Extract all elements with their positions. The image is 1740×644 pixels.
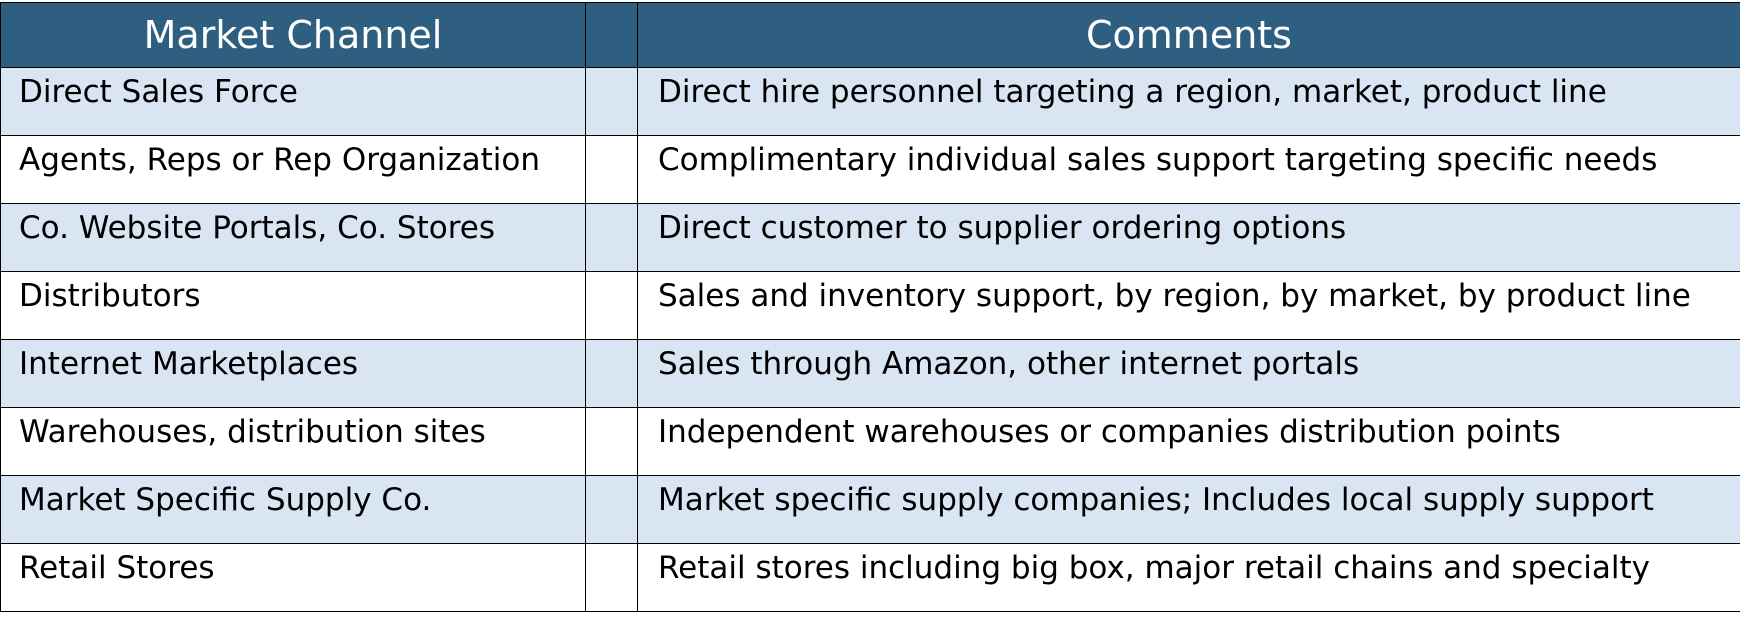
spacer-cell [586,204,638,272]
channel-cell: Agents, Reps or Rep Organization [1,136,586,204]
spacer-cell [586,136,638,204]
header-cell: Market Channel [1,3,586,68]
comment-cell: Direct customer to supplier ordering opt… [638,204,1740,272]
comment-cell: Market specific supply companies; Includ… [638,476,1740,544]
spacer-cell [586,272,638,340]
market-channel-table: Market Channel Comments Direct Sales For… [0,2,1740,612]
spacer-cell [586,476,638,544]
spacer-cell [586,544,638,612]
channel-cell: Co. Website Portals, Co. Stores [1,204,586,272]
channel-cell: Market Specific Supply Co. [1,476,586,544]
channel-cell: Retail Stores [1,544,586,612]
comment-cell: Sales through Amazon, other internet por… [638,340,1740,408]
table-body: Direct Sales Force Direct hire personnel … [1,68,1740,612]
table-row: Market Specific Supply Co. Market specifi… [1,476,1740,544]
spacer-cell [586,340,638,408]
channel-cell: Distributors [1,272,586,340]
table-row: Co. Website Portals, Co. Stores Direct cu… [1,204,1740,272]
channel-cell: Warehouses, distribution sites [1,408,586,476]
header-cell: Comments [638,3,1740,68]
comment-cell: Sales and inventory support, by region, … [638,272,1740,340]
comment-cell: Complimentary individual sales support t… [638,136,1740,204]
comment-cell: Direct hire personnel targeting a region… [638,68,1740,136]
table-row: Retail Stores Retail stores including big… [1,544,1740,612]
comment-cell: Retail stores including big box, major r… [638,544,1740,612]
table-header: Market Channel Comments [1,3,1740,68]
header-row: Market Channel Comments [1,3,1740,68]
table-row: Distributors Sales and inventory support,… [1,272,1740,340]
table-row: Internet Marketplaces Sales through Amazo… [1,340,1740,408]
table-row: Agents, Reps or Rep Organization Complime… [1,136,1740,204]
table-row: Direct Sales Force Direct hire personnel … [1,68,1740,136]
channel-cell: Direct Sales Force [1,68,586,136]
header-cell [586,3,638,68]
channel-cell: Internet Marketplaces [1,340,586,408]
comment-cell: Independent warehouses or companies dist… [638,408,1740,476]
spacer-cell [586,68,638,136]
spacer-cell [586,408,638,476]
table-row: Warehouses, distribution sites Independen… [1,408,1740,476]
